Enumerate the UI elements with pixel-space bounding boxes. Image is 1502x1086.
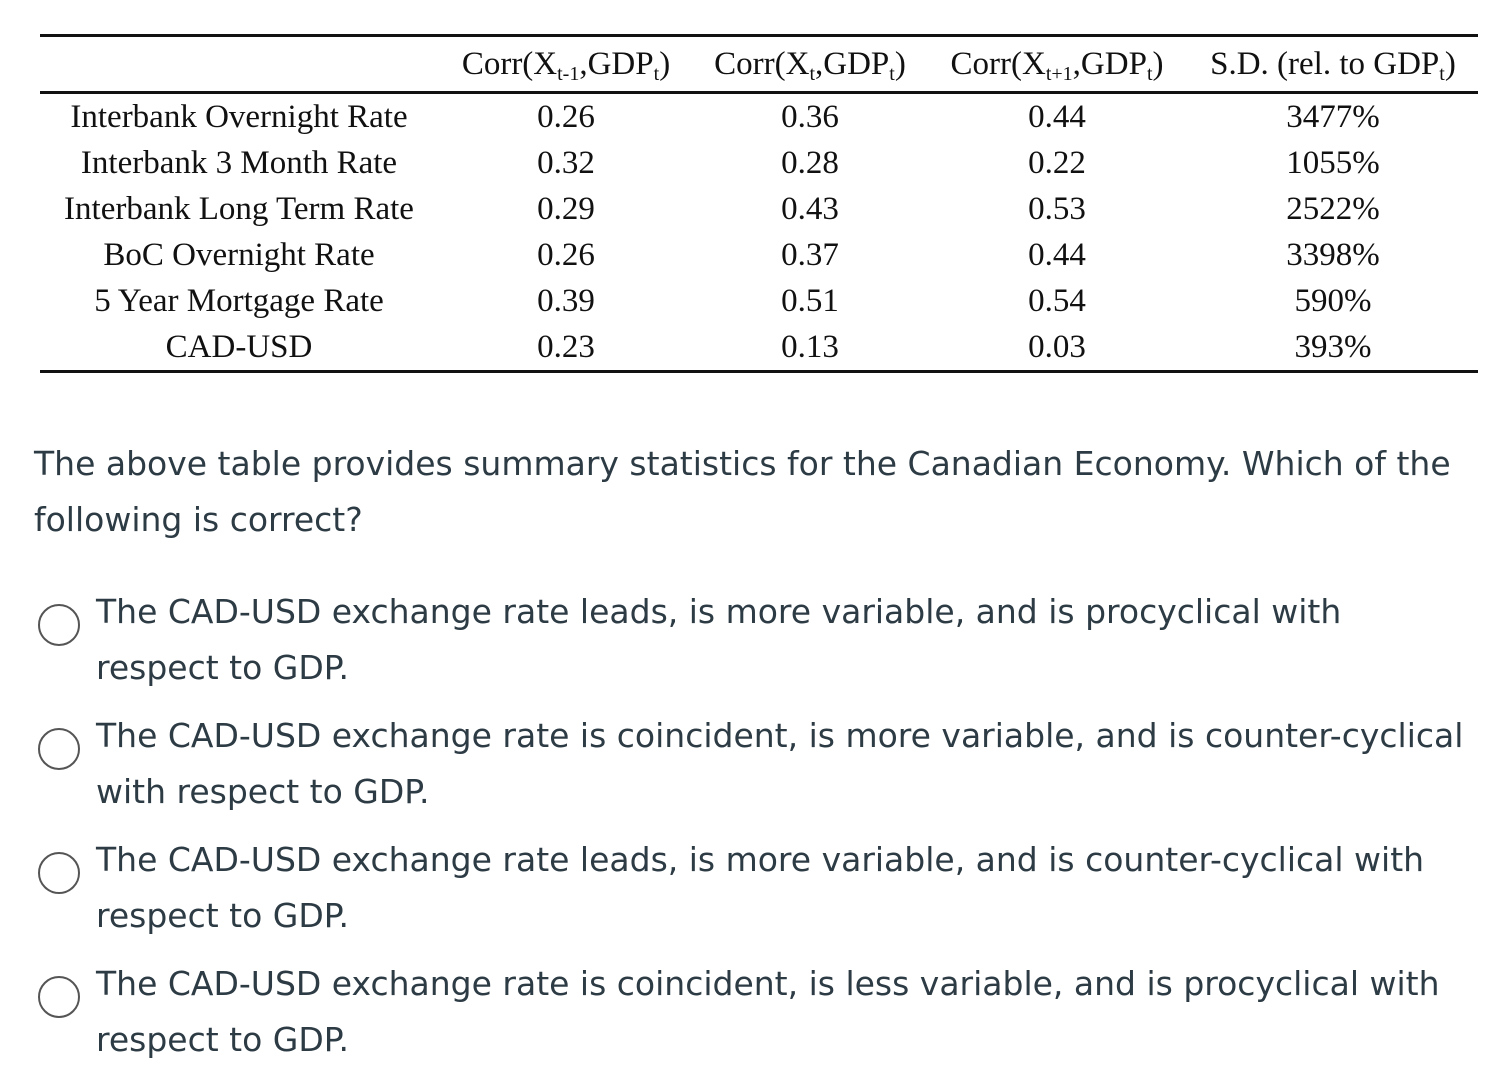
answer-option-1[interactable]: The CAD-USD exchange rate leads, is more… bbox=[38, 584, 1478, 696]
row-label: Interbank 3 Month Rate bbox=[80, 144, 398, 181]
cell-corr-coincident: 0.13 bbox=[781, 328, 839, 365]
cell-sd: 2522% bbox=[1286, 190, 1380, 227]
cell-sd: 590% bbox=[1294, 282, 1372, 319]
cell-corr-coincident: 0.36 bbox=[781, 98, 839, 135]
cell-corr-lead: 0.54 bbox=[1028, 282, 1086, 319]
answer-option-label[interactable]: The CAD-USD exchange rate leads, is more… bbox=[96, 840, 1425, 935]
answer-option-2[interactable]: The CAD-USD exchange rate is coincident,… bbox=[38, 708, 1478, 820]
table-row: CAD-USD 0.23 0.13 0.03 393% bbox=[40, 324, 1478, 372]
cell-corr-lead: 0.03 bbox=[1028, 328, 1086, 365]
cell-corr-coincident: 0.37 bbox=[781, 236, 839, 273]
radio-button-3[interactable] bbox=[38, 852, 80, 894]
table-row: Interbank 3 Month Rate 0.32 0.28 0.22 10… bbox=[40, 140, 1478, 186]
answer-option-3[interactable]: The CAD-USD exchange rate leads, is more… bbox=[38, 832, 1478, 944]
answer-options: The CAD-USD exchange rate leads, is more… bbox=[38, 584, 1478, 1080]
table-row: Interbank Overnight Rate 0.26 0.36 0.44 … bbox=[40, 93, 1478, 141]
answer-option-4[interactable]: The CAD-USD exchange rate is coincident,… bbox=[38, 956, 1478, 1068]
row-label: Interbank Overnight Rate bbox=[70, 98, 408, 135]
cell-corr-lead: 0.53 bbox=[1028, 190, 1086, 227]
header-sd-relative: S.D. (rel. to GDPt) bbox=[1210, 45, 1456, 85]
cell-corr-lag: 0.29 bbox=[537, 190, 595, 227]
cell-corr-coincident: 0.28 bbox=[781, 144, 839, 181]
cell-corr-coincident: 0.51 bbox=[781, 282, 839, 319]
header-corr-coincident: Corr(Xt,GDPt) bbox=[714, 45, 906, 85]
table-header-row: Corr(Xt-1,GDPt) Corr(Xt,GDPt) Corr(Xt+1,… bbox=[40, 35, 1478, 93]
answer-option-label[interactable]: The CAD-USD exchange rate is coincident,… bbox=[96, 964, 1440, 1059]
cell-corr-lead: 0.22 bbox=[1028, 144, 1086, 181]
row-label: CAD-USD bbox=[165, 328, 313, 365]
cell-sd: 1055% bbox=[1286, 144, 1380, 181]
cell-corr-lag: 0.26 bbox=[537, 236, 595, 273]
header-corr-lag: Corr(Xt-1,GDPt) bbox=[461, 45, 671, 85]
row-label: Interbank Long Term Rate bbox=[64, 190, 414, 227]
cell-sd: 3477% bbox=[1286, 98, 1380, 135]
cell-corr-lead: 0.44 bbox=[1028, 98, 1086, 135]
cell-corr-coincident: 0.43 bbox=[781, 190, 839, 227]
cell-corr-lead: 0.44 bbox=[1028, 236, 1086, 273]
question-text: The above table provides summary statist… bbox=[34, 444, 1451, 539]
table-row: 5 Year Mortgage Rate 0.39 0.51 0.54 590% bbox=[40, 278, 1478, 324]
row-label: BoC Overnight Rate bbox=[103, 236, 375, 273]
cell-sd: 393% bbox=[1294, 328, 1372, 365]
cell-corr-lag: 0.23 bbox=[537, 328, 595, 365]
table-row: Interbank Long Term Rate 0.29 0.43 0.53 … bbox=[40, 186, 1478, 232]
header-corr-lead: Corr(Xt+1,GDPt) bbox=[950, 45, 1164, 85]
radio-button-1[interactable] bbox=[38, 604, 80, 646]
row-label: 5 Year Mortgage Rate bbox=[94, 282, 384, 319]
radio-button-2[interactable] bbox=[38, 728, 80, 770]
answer-option-label[interactable]: The CAD-USD exchange rate leads, is more… bbox=[96, 592, 1342, 687]
summary-statistics-table: Corr(Xt-1,GDPt) Corr(Xt,GDPt) Corr(Xt+1,… bbox=[40, 34, 1478, 373]
answer-option-label[interactable]: The CAD-USD exchange rate is coincident,… bbox=[96, 716, 1464, 811]
cell-corr-lag: 0.32 bbox=[537, 144, 595, 181]
table-row: BoC Overnight Rate 0.26 0.37 0.44 3398% bbox=[40, 232, 1478, 278]
cell-corr-lag: 0.39 bbox=[537, 282, 595, 319]
cell-sd: 3398% bbox=[1286, 236, 1380, 273]
radio-button-4[interactable] bbox=[38, 976, 80, 1018]
cell-corr-lag: 0.26 bbox=[537, 98, 595, 135]
header-empty-cell bbox=[40, 36, 438, 93]
